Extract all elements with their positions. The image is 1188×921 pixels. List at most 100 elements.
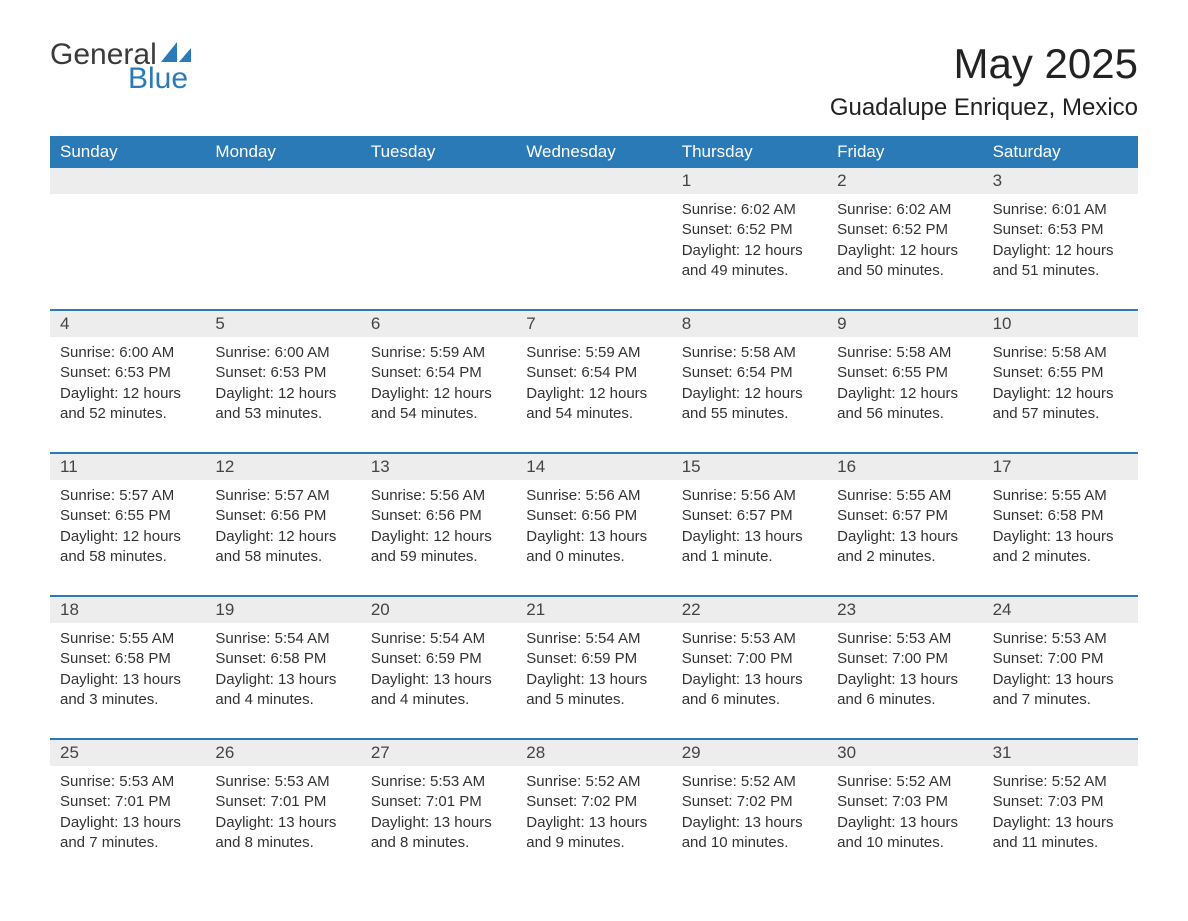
day-content: Sunrise: 5:53 AMSunset: 7:00 PMDaylight:… bbox=[983, 623, 1138, 710]
sunrise-text: Sunrise: 5:54 AM bbox=[215, 629, 350, 649]
daylight-text: Daylight: 13 hours and 8 minutes. bbox=[371, 813, 506, 854]
day-number: 2 bbox=[827, 168, 982, 194]
daylight-text: Daylight: 12 hours and 55 minutes. bbox=[682, 384, 817, 425]
day-cell: 9Sunrise: 5:58 AMSunset: 6:55 PMDaylight… bbox=[827, 311, 982, 452]
day-cell: 1Sunrise: 6:02 AMSunset: 6:52 PMDaylight… bbox=[672, 168, 827, 309]
daylight-text: Daylight: 12 hours and 58 minutes. bbox=[215, 527, 350, 568]
daylight-text: Daylight: 13 hours and 6 minutes. bbox=[837, 670, 972, 711]
day-number: 10 bbox=[983, 311, 1138, 337]
day-cell: 20Sunrise: 5:54 AMSunset: 6:59 PMDayligh… bbox=[361, 597, 516, 738]
day-content: Sunrise: 5:56 AMSunset: 6:57 PMDaylight:… bbox=[672, 480, 827, 567]
daylight-text: Daylight: 13 hours and 11 minutes. bbox=[993, 813, 1128, 854]
sunset-text: Sunset: 6:56 PM bbox=[215, 506, 350, 526]
sunrise-text: Sunrise: 5:52 AM bbox=[682, 772, 817, 792]
day-content: Sunrise: 5:53 AMSunset: 7:01 PMDaylight:… bbox=[361, 766, 516, 853]
day-content: Sunrise: 6:00 AMSunset: 6:53 PMDaylight:… bbox=[205, 337, 360, 424]
daylight-text: Daylight: 13 hours and 2 minutes. bbox=[837, 527, 972, 568]
weekday-header: Thursday bbox=[672, 136, 827, 168]
daylight-text: Daylight: 12 hours and 49 minutes. bbox=[682, 241, 817, 282]
weekday-header: Wednesday bbox=[516, 136, 671, 168]
sunrise-text: Sunrise: 5:57 AM bbox=[215, 486, 350, 506]
day-cell: 12Sunrise: 5:57 AMSunset: 6:56 PMDayligh… bbox=[205, 454, 360, 595]
day-number: 17 bbox=[983, 454, 1138, 480]
day-cell: 11Sunrise: 5:57 AMSunset: 6:55 PMDayligh… bbox=[50, 454, 205, 595]
sunset-text: Sunset: 6:54 PM bbox=[371, 363, 506, 383]
day-number: 5 bbox=[205, 311, 360, 337]
day-content: Sunrise: 5:53 AMSunset: 7:00 PMDaylight:… bbox=[827, 623, 982, 710]
day-content: Sunrise: 5:55 AMSunset: 6:58 PMDaylight:… bbox=[983, 480, 1138, 567]
sunrise-text: Sunrise: 5:58 AM bbox=[993, 343, 1128, 363]
sunset-text: Sunset: 7:03 PM bbox=[837, 792, 972, 812]
sunset-text: Sunset: 7:01 PM bbox=[60, 792, 195, 812]
sunrise-text: Sunrise: 5:59 AM bbox=[526, 343, 661, 363]
weeks-container: 1Sunrise: 6:02 AMSunset: 6:52 PMDaylight… bbox=[50, 168, 1138, 881]
sunrise-text: Sunrise: 6:02 AM bbox=[682, 200, 817, 220]
day-cell: 2Sunrise: 6:02 AMSunset: 6:52 PMDaylight… bbox=[827, 168, 982, 309]
sunrise-text: Sunrise: 5:55 AM bbox=[993, 486, 1128, 506]
day-content: Sunrise: 5:56 AMSunset: 6:56 PMDaylight:… bbox=[361, 480, 516, 567]
sunrise-text: Sunrise: 6:01 AM bbox=[993, 200, 1128, 220]
daylight-text: Daylight: 12 hours and 59 minutes. bbox=[371, 527, 506, 568]
sunset-text: Sunset: 6:58 PM bbox=[993, 506, 1128, 526]
week-row: 25Sunrise: 5:53 AMSunset: 7:01 PMDayligh… bbox=[50, 738, 1138, 881]
day-content: Sunrise: 5:52 AMSunset: 7:02 PMDaylight:… bbox=[672, 766, 827, 853]
day-cell: 21Sunrise: 5:54 AMSunset: 6:59 PMDayligh… bbox=[516, 597, 671, 738]
sunset-text: Sunset: 7:00 PM bbox=[837, 649, 972, 669]
page-header: General Blue May 2025 Guadalupe Enriquez… bbox=[50, 40, 1138, 122]
day-content: Sunrise: 5:53 AMSunset: 7:01 PMDaylight:… bbox=[205, 766, 360, 853]
day-number: 25 bbox=[50, 740, 205, 766]
day-cell: 6Sunrise: 5:59 AMSunset: 6:54 PMDaylight… bbox=[361, 311, 516, 452]
day-content: Sunrise: 5:58 AMSunset: 6:55 PMDaylight:… bbox=[983, 337, 1138, 424]
day-number: 16 bbox=[827, 454, 982, 480]
day-cell: 10Sunrise: 5:58 AMSunset: 6:55 PMDayligh… bbox=[983, 311, 1138, 452]
sunrise-text: Sunrise: 5:53 AM bbox=[993, 629, 1128, 649]
daylight-text: Daylight: 12 hours and 50 minutes. bbox=[837, 241, 972, 282]
day-content: Sunrise: 6:01 AMSunset: 6:53 PMDaylight:… bbox=[983, 194, 1138, 281]
calendar: SundayMondayTuesdayWednesdayThursdayFrid… bbox=[50, 136, 1138, 881]
day-cell: 7Sunrise: 5:59 AMSunset: 6:54 PMDaylight… bbox=[516, 311, 671, 452]
day-number: 29 bbox=[672, 740, 827, 766]
day-number bbox=[50, 168, 205, 194]
sunrise-text: Sunrise: 5:56 AM bbox=[526, 486, 661, 506]
day-number: 24 bbox=[983, 597, 1138, 623]
daylight-text: Daylight: 13 hours and 0 minutes. bbox=[526, 527, 661, 568]
week-row: 18Sunrise: 5:55 AMSunset: 6:58 PMDayligh… bbox=[50, 595, 1138, 738]
day-number: 27 bbox=[361, 740, 516, 766]
day-content: Sunrise: 6:00 AMSunset: 6:53 PMDaylight:… bbox=[50, 337, 205, 424]
day-number: 3 bbox=[983, 168, 1138, 194]
day-number: 9 bbox=[827, 311, 982, 337]
day-cell: 8Sunrise: 5:58 AMSunset: 6:54 PMDaylight… bbox=[672, 311, 827, 452]
weekday-header: Monday bbox=[205, 136, 360, 168]
sunrise-text: Sunrise: 5:58 AM bbox=[837, 343, 972, 363]
day-cell: 29Sunrise: 5:52 AMSunset: 7:02 PMDayligh… bbox=[672, 740, 827, 881]
sunset-text: Sunset: 6:58 PM bbox=[60, 649, 195, 669]
day-content: Sunrise: 5:53 AMSunset: 7:01 PMDaylight:… bbox=[50, 766, 205, 853]
day-content: Sunrise: 5:54 AMSunset: 6:58 PMDaylight:… bbox=[205, 623, 360, 710]
day-number: 22 bbox=[672, 597, 827, 623]
weekday-header: Saturday bbox=[983, 136, 1138, 168]
sunrise-text: Sunrise: 6:00 AM bbox=[60, 343, 195, 363]
day-number bbox=[205, 168, 360, 194]
sunset-text: Sunset: 7:01 PM bbox=[215, 792, 350, 812]
day-cell: 5Sunrise: 6:00 AMSunset: 6:53 PMDaylight… bbox=[205, 311, 360, 452]
day-cell bbox=[50, 168, 205, 309]
sunset-text: Sunset: 6:56 PM bbox=[526, 506, 661, 526]
day-cell: 16Sunrise: 5:55 AMSunset: 6:57 PMDayligh… bbox=[827, 454, 982, 595]
day-cell: 30Sunrise: 5:52 AMSunset: 7:03 PMDayligh… bbox=[827, 740, 982, 881]
day-number: 23 bbox=[827, 597, 982, 623]
daylight-text: Daylight: 13 hours and 4 minutes. bbox=[215, 670, 350, 711]
day-cell: 27Sunrise: 5:53 AMSunset: 7:01 PMDayligh… bbox=[361, 740, 516, 881]
sunset-text: Sunset: 6:53 PM bbox=[60, 363, 195, 383]
daylight-text: Daylight: 13 hours and 3 minutes. bbox=[60, 670, 195, 711]
day-number: 14 bbox=[516, 454, 671, 480]
sunrise-text: Sunrise: 5:58 AM bbox=[682, 343, 817, 363]
day-content: Sunrise: 5:52 AMSunset: 7:02 PMDaylight:… bbox=[516, 766, 671, 853]
sunrise-text: Sunrise: 5:54 AM bbox=[526, 629, 661, 649]
day-content: Sunrise: 5:54 AMSunset: 6:59 PMDaylight:… bbox=[361, 623, 516, 710]
day-content: Sunrise: 5:59 AMSunset: 6:54 PMDaylight:… bbox=[516, 337, 671, 424]
sunrise-text: Sunrise: 5:52 AM bbox=[837, 772, 972, 792]
sunset-text: Sunset: 6:58 PM bbox=[215, 649, 350, 669]
daylight-text: Daylight: 12 hours and 53 minutes. bbox=[215, 384, 350, 425]
day-number: 15 bbox=[672, 454, 827, 480]
daylight-text: Daylight: 13 hours and 9 minutes. bbox=[526, 813, 661, 854]
